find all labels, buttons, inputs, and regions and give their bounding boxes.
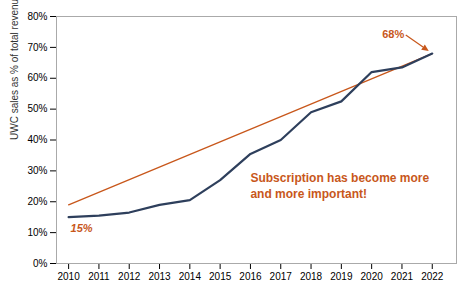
svg-text:UWC sales as % of total revenu: UWC sales as % of total revenues	[9, 0, 20, 140]
svg-text:80%: 80%	[27, 11, 47, 22]
svg-text:15%: 15%	[71, 222, 93, 234]
svg-text:2019: 2019	[330, 271, 353, 282]
svg-text:0%: 0%	[33, 258, 48, 269]
svg-text:2010: 2010	[57, 271, 80, 282]
svg-text:68%: 68%	[382, 28, 404, 40]
svg-text:2018: 2018	[300, 271, 323, 282]
svg-text:2021: 2021	[391, 271, 414, 282]
svg-text:10%: 10%	[27, 227, 47, 238]
svg-text:2014: 2014	[179, 271, 202, 282]
svg-text:2020: 2020	[361, 271, 384, 282]
svg-text:30%: 30%	[27, 165, 47, 176]
svg-text:40%: 40%	[27, 134, 47, 145]
svg-text:70%: 70%	[27, 42, 47, 53]
svg-text:20%: 20%	[27, 196, 47, 207]
svg-text:2011: 2011	[88, 271, 110, 282]
svg-text:2012: 2012	[118, 271, 141, 282]
svg-text:60%: 60%	[27, 72, 47, 83]
svg-text:2022: 2022	[421, 271, 444, 282]
svg-text:2016: 2016	[239, 271, 262, 282]
svg-text:50%: 50%	[27, 103, 47, 114]
svg-text:2017: 2017	[270, 271, 293, 282]
svg-text:Subscription has become morean: Subscription has become moreand more imp…	[250, 171, 429, 201]
svg-text:2013: 2013	[148, 271, 171, 282]
svg-text:2015: 2015	[209, 271, 232, 282]
